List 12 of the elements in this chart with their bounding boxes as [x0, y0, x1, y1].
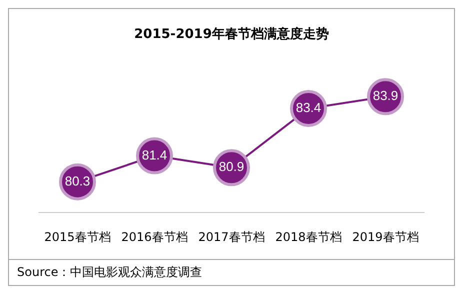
x-tick-label: 2017春节档: [198, 230, 265, 244]
data-label: 80.9: [218, 159, 244, 174]
x-tick-label: 2018春节档: [275, 230, 342, 244]
data-label: 83.4: [296, 100, 322, 116]
x-tick-label: 2019春节档: [352, 230, 419, 244]
data-label: 83.9: [372, 88, 398, 104]
source-note: Source：中国电影观众满意度调查: [9, 259, 454, 285]
x-tick-label: 2015春节档: [44, 230, 111, 244]
data-label: 81.4: [142, 147, 168, 162]
data-label: 80.3: [64, 173, 90, 188]
x-tick-label: 2016春节档: [121, 230, 188, 244]
chart-title: 2015-2019年春节档满意度走势: [134, 26, 329, 42]
